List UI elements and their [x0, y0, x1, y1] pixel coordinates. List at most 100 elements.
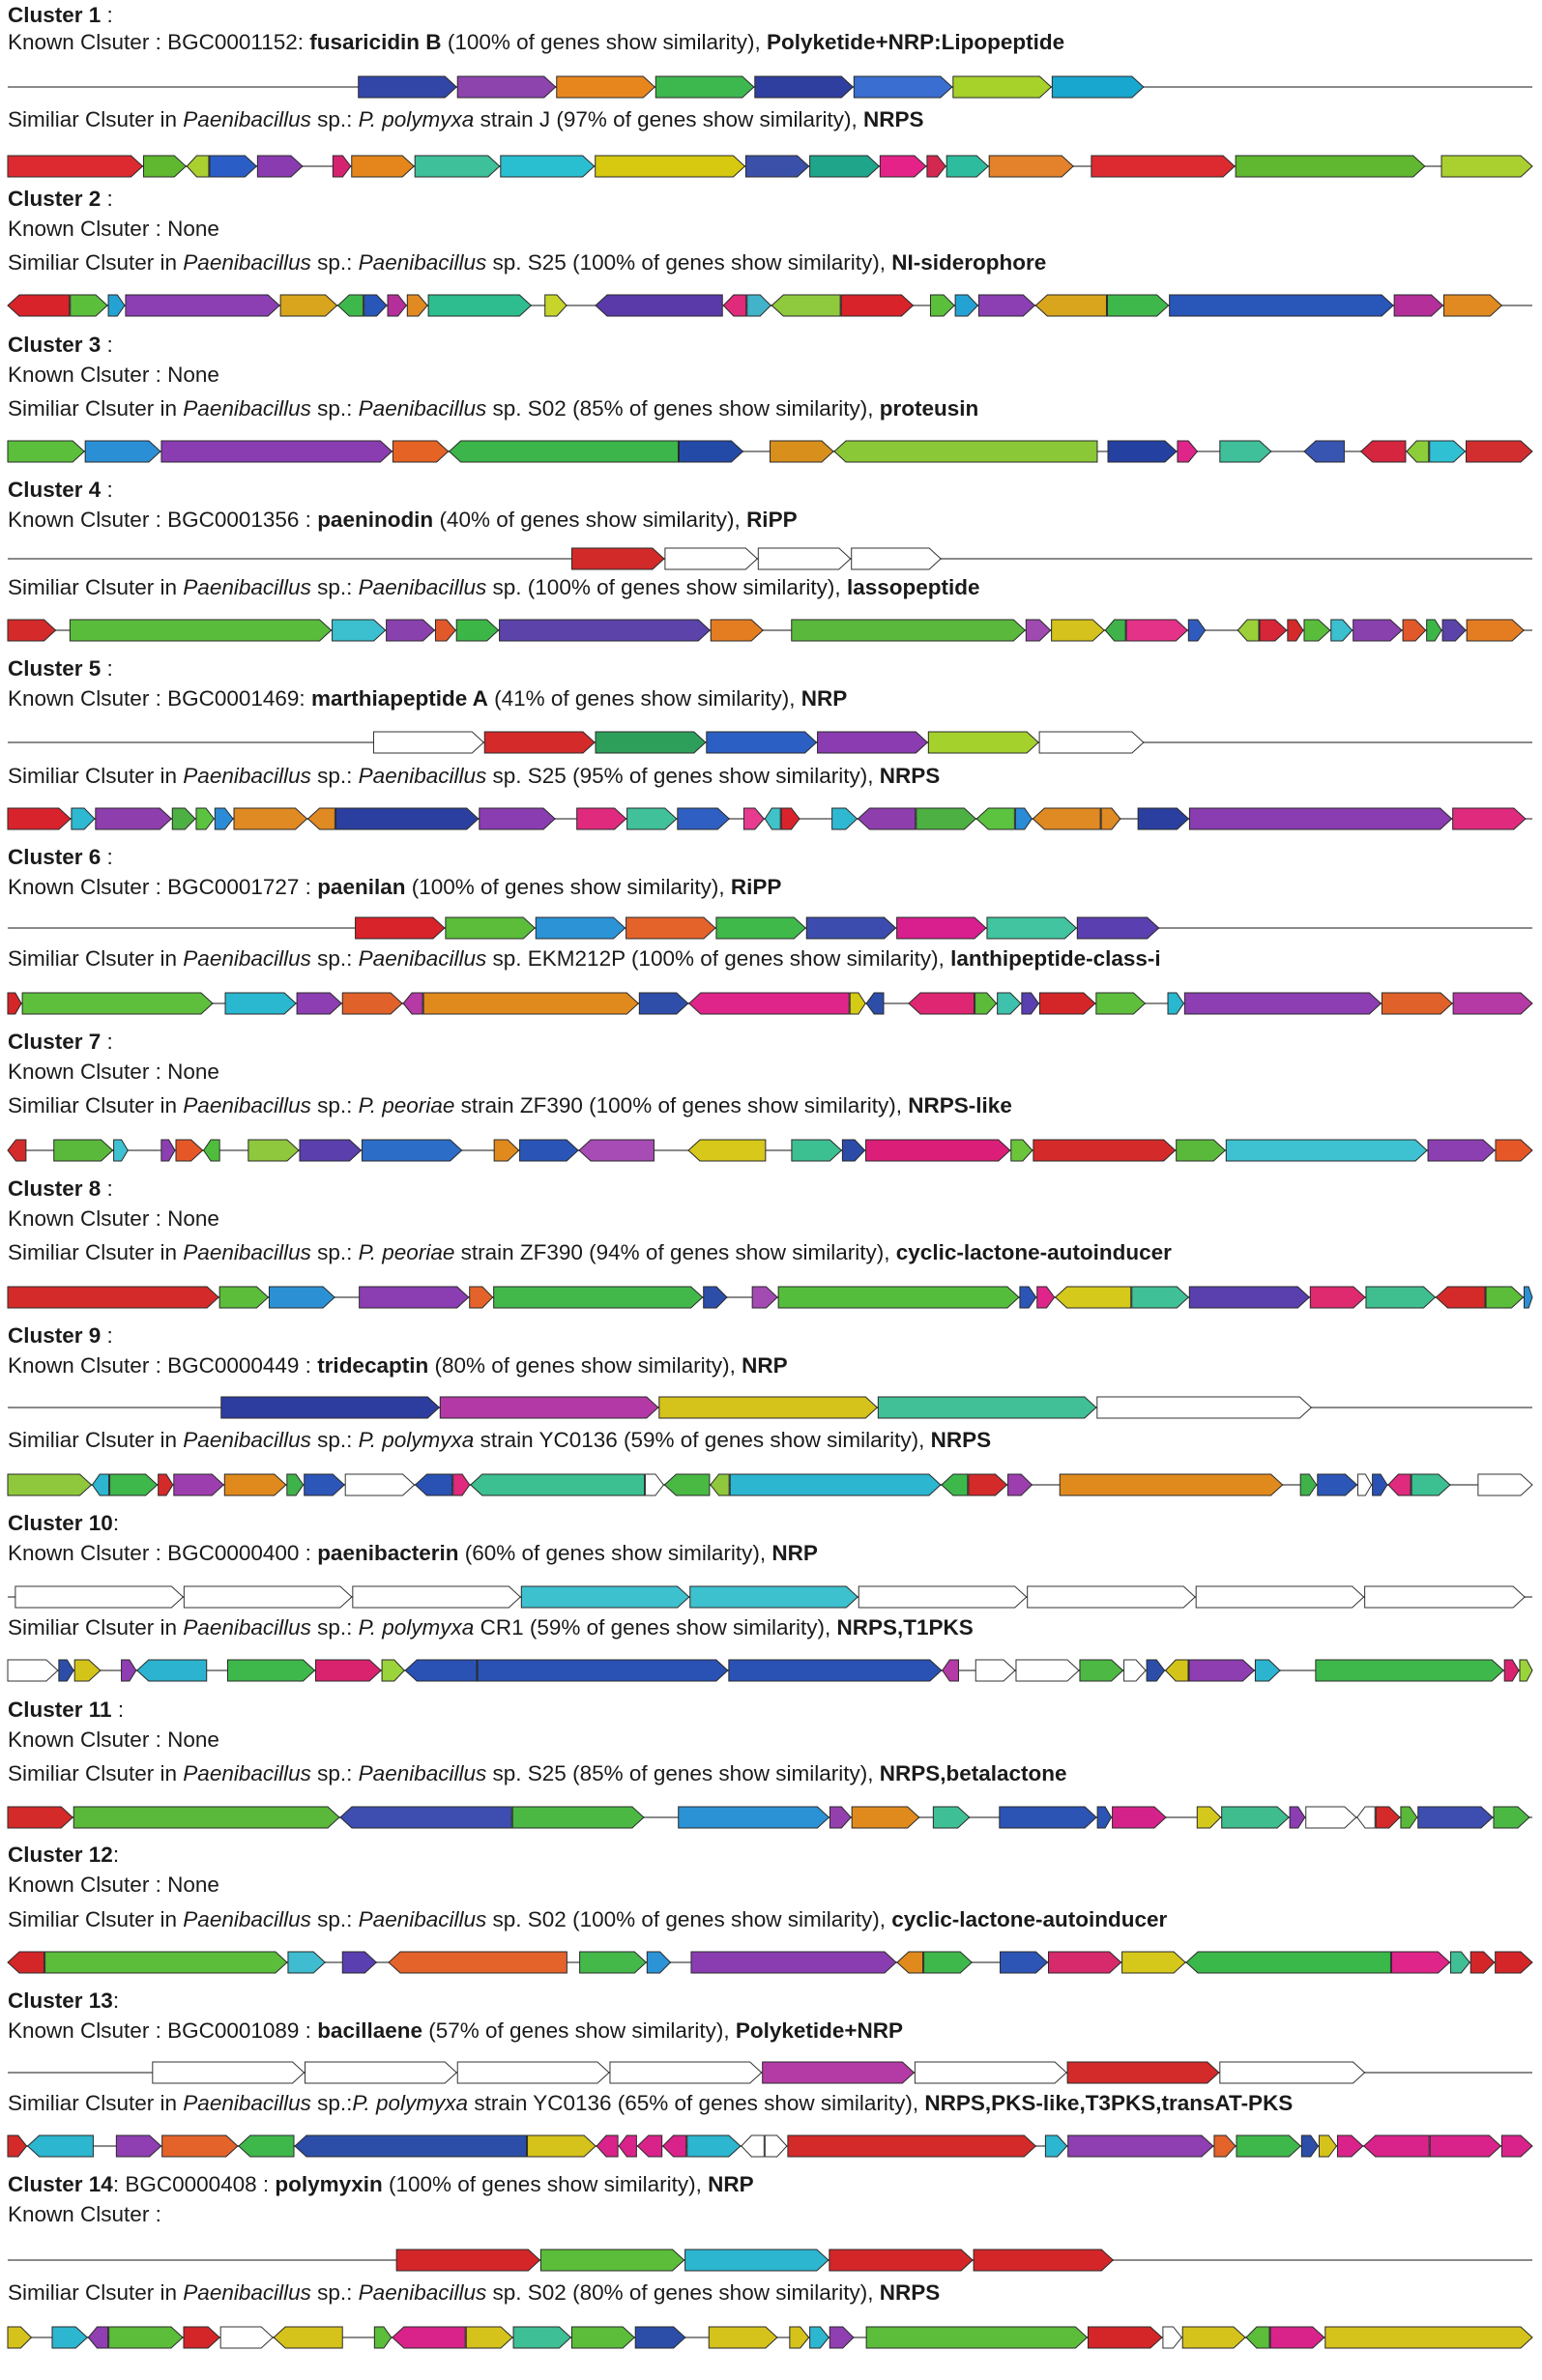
cluster-5-similar-genus: Paenibacillus — [183, 764, 311, 788]
cluster-13-similar-gene-arrow — [787, 2134, 1037, 2158]
cluster-6-similar-gene-arrow — [341, 992, 403, 1015]
cluster-8-similar-type: cyclic-lactone-autoinducer — [895, 1240, 1172, 1264]
cluster-12-similar-strain: sp. S02 — [486, 1907, 573, 1931]
cluster-8-similar-mid: sp.: — [310, 1240, 359, 1264]
cluster-14-similar-gene-arrow — [809, 2326, 829, 2349]
cluster-3-similar-prefix: Similiar Clsuter in — [8, 396, 184, 421]
cluster-1-known-gene-arrow — [358, 75, 457, 99]
cluster-4-similar-mid: sp.: — [310, 575, 359, 599]
cluster-1-similar-prefix: Similiar Clsuter in — [8, 107, 184, 131]
cluster-1-similar-cluster: Similiar Clsuter in Paenibacillus sp.: P… — [8, 106, 924, 133]
cluster-10-similar-gene-arrow — [381, 1659, 405, 1682]
cluster-4-title: Cluster 4 : — [8, 477, 113, 504]
cluster-11-similar-gene-arrow — [678, 1806, 830, 1829]
cluster-11-similar-gene-arrow — [511, 1806, 645, 1829]
cluster-2-similar-gene-arrow — [977, 294, 1036, 317]
cluster-10-known-type: NRP — [771, 1541, 818, 1565]
cluster-6-similar-gene-arrow — [638, 992, 689, 1015]
cluster-11-similar-gene-arrow — [932, 1806, 971, 1829]
cluster-1-similar-gene-arrow — [879, 155, 927, 178]
cluster-6-title: Cluster 6 : — [8, 844, 113, 871]
cluster-6-similar-gene-arrow — [849, 992, 866, 1015]
cluster-6-known-gene-arrow — [1076, 916, 1160, 940]
cluster-5-similar-gene-arrow — [7, 807, 72, 830]
cluster-12-similar-gene-arrow — [1450, 1951, 1470, 1974]
cluster-7-title: Cluster 7 : — [8, 1029, 113, 1056]
cluster-11-similar-gene-arrow — [1289, 1806, 1306, 1829]
cluster-9-similar-gene-arrow — [109, 1473, 159, 1496]
cluster-1-known-similarity: (100% of genes show similarity), — [447, 30, 761, 54]
cluster-6-similar-gene-arrow — [402, 992, 423, 1015]
cluster-6-similar-gene-arrow — [21, 992, 214, 1015]
cluster-2-similar-gene-arrow — [7, 294, 71, 317]
cluster-13-similar-cluster: Similiar Clsuter in Paenibacillus sp.:P.… — [8, 2090, 1293, 2117]
cluster-10-similar-gene-arrow — [1146, 1659, 1166, 1682]
cluster-5-similar-type: NRPS — [879, 764, 941, 788]
cluster-9-similar-gene-arrow — [452, 1473, 471, 1496]
cluster-8-similar-genus: Paenibacillus — [183, 1240, 311, 1264]
cluster-8-similar-gene-arrow — [703, 1286, 728, 1309]
cluster-2-similar-gene-arrow — [1106, 294, 1170, 317]
cluster-10-known-similarity: (60% of genes show similarity), — [458, 1541, 772, 1565]
cluster-7-similar-strain: strain ZF390 — [454, 1093, 583, 1117]
cluster-12-similar-gene-arrow — [1000, 1951, 1049, 1974]
cluster-10-similar-gene-arrow — [1254, 1659, 1281, 1682]
cluster-7-similar-gene-arrow — [493, 1139, 520, 1162]
cluster-1-known-prefix: Known Clsuter : — [8, 30, 168, 54]
cluster-8-similar-gene-arrow — [268, 1286, 335, 1309]
cluster-8-similar-gene-arrow — [1435, 1286, 1486, 1309]
cluster-14-similar-similarity: (80% of genes show similarity), — [566, 2280, 880, 2305]
cluster-9-similar-gene-arrow — [1007, 1473, 1033, 1496]
cluster-11-similar-gene-arrow — [1305, 1806, 1357, 1829]
cluster-10-known-gene-arrow — [1364, 1585, 1526, 1609]
cluster-10-similar-gene-arrow — [1015, 1659, 1080, 1682]
cluster-13-similar-gene-arrow — [741, 2134, 765, 2158]
cluster-1-similar-gene-arrow — [332, 155, 352, 178]
cluster-12-similar-gene-arrow — [7, 1951, 45, 1974]
cluster-1-similar-gene-arrow — [1235, 155, 1426, 178]
cluster-1-similar-gene-arrow — [500, 155, 596, 178]
cluster-9-similar-cluster: Similiar Clsuter in Paenibacillus sp.: P… — [8, 1427, 991, 1454]
cluster-10-similar-cluster: Similiar Clsuter in Paenibacillus sp.: P… — [8, 1614, 974, 1641]
cluster-9-similar-gene-arrow — [1317, 1473, 1358, 1496]
cluster-1-similar-gene-arrow — [946, 155, 989, 178]
cluster-8-similar-gene-arrow — [469, 1286, 494, 1309]
cluster-2-similar-gene-arrow — [125, 294, 280, 317]
cluster-4-similar-cluster: Similiar Clsuter in Paenibacillus sp.: P… — [8, 574, 979, 601]
cluster-6-known-gene-arrow — [355, 916, 446, 940]
cluster-13-similar-gene-arrow — [1318, 2134, 1338, 2158]
cluster-3-similar-gene-arrow — [160, 440, 393, 463]
cluster-5-similar-prefix: Similiar Clsuter in — [8, 764, 184, 788]
cluster-1-similar-gene-arrow — [414, 155, 501, 178]
cluster-11-similar-gene-arrow — [7, 1806, 73, 1829]
cluster-2-similar-similarity: (100% of genes show similarity), — [566, 250, 892, 275]
cluster-2-similar-track — [7, 294, 1532, 317]
cluster-11-title: Cluster 11 : — [8, 1697, 124, 1724]
cluster-4-similar-gene-arrow — [1426, 619, 1442, 642]
cluster-10-similar-gene-arrow — [1079, 1659, 1124, 1682]
cluster-14-similar-gene-arrow — [570, 2326, 635, 2349]
cluster-3-similar-gene-arrow — [1219, 440, 1272, 463]
cluster-7-similar-gene-arrow — [247, 1139, 300, 1162]
cluster-5-similar-gene-arrow — [233, 807, 308, 830]
cluster-13-similar-gene-arrow — [1500, 2134, 1533, 2158]
cluster-5-similar-gene-arrow — [1188, 807, 1453, 830]
cluster-7-similar-type: NRPS-like — [908, 1093, 1012, 1117]
cluster-11-similar-track — [7, 1806, 1532, 1829]
cluster-7-similar-gene-arrow — [1010, 1139, 1033, 1162]
cluster-9-known-name: tridecaptin — [317, 1353, 429, 1378]
cluster-3-similar-gene-arrow — [1429, 440, 1467, 463]
cluster-5-known-gene-arrow — [927, 731, 1039, 754]
cluster-9-similar-gene-arrow — [223, 1473, 287, 1496]
cluster-1-title-text: Cluster 1 — [8, 3, 102, 27]
cluster-3-similar-type: proteusin — [879, 396, 979, 421]
cluster-9-known-cluster: Known Clsuter : BGC0000449 : tridecaptin… — [8, 1352, 788, 1379]
cluster-3-similar-gene-arrow — [7, 440, 85, 463]
cluster-1-similar-gene-arrow — [595, 155, 746, 178]
cluster-11-title-text: Cluster 11 — [8, 1698, 112, 1722]
cluster-9-similar-gene-arrow — [941, 1473, 969, 1496]
cluster-5-similar-strain: sp. S25 — [486, 764, 567, 788]
cluster-9-similar-gene-arrow — [344, 1473, 416, 1496]
cluster-13-similar-similarity: (65% of genes show similarity), — [611, 2091, 925, 2115]
cluster-5-known-gene-arrow — [1038, 731, 1145, 754]
